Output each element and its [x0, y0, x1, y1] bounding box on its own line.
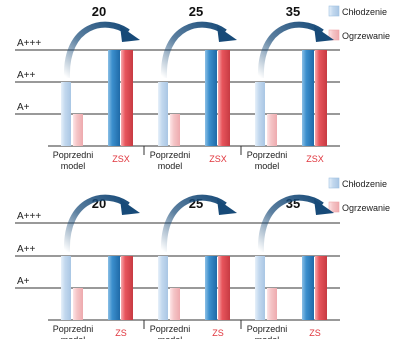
- arrow-head: [314, 26, 334, 42]
- bar-new-cooling: [205, 256, 217, 320]
- arrow-shaft: [63, 21, 130, 79]
- y-tick-label: A+: [17, 276, 30, 287]
- bar-prev-cooling: [61, 256, 71, 320]
- bar-prev-heating: [170, 288, 180, 320]
- legend-swatch: [328, 5, 340, 17]
- improvement-arrow: [63, 21, 140, 79]
- arrow-shaft: [257, 194, 324, 253]
- group-label: 20: [92, 4, 106, 19]
- bar-new-cooling: [108, 50, 120, 146]
- bar-new-heating: [218, 50, 230, 146]
- bar-prev-heating: [73, 288, 83, 320]
- y-tick-label: A+++: [17, 211, 41, 222]
- legend-label: Ogrzewanie: [342, 203, 390, 213]
- bar-prev-cooling: [158, 256, 168, 320]
- arrow-shaft: [63, 194, 130, 253]
- bar-prev-heating: [267, 114, 277, 146]
- category-label-new: ZSX: [306, 154, 324, 164]
- improvement-arrow: [257, 194, 334, 253]
- bar-new-heating: [121, 50, 133, 146]
- arrow-shaft: [160, 194, 227, 253]
- y-tick-label: A++: [17, 70, 36, 81]
- legend-swatch: [328, 201, 340, 213]
- category-label-new: ZSX: [209, 154, 227, 164]
- improvement-arrow: [160, 21, 237, 79]
- bar-prev-cooling: [158, 82, 168, 146]
- bar-new-cooling: [302, 50, 314, 146]
- improvement-arrow: [63, 194, 140, 253]
- arrow-head: [120, 199, 140, 215]
- bar-prev-heating: [73, 114, 83, 146]
- bar-new-cooling: [205, 50, 217, 146]
- arrow-head: [314, 199, 334, 215]
- arrow-head: [217, 26, 237, 42]
- legend-swatch: [328, 177, 340, 189]
- bar-prev-cooling: [255, 256, 265, 320]
- category-label-new: ZS: [115, 328, 127, 338]
- category-label-new: ZSX: [112, 154, 130, 164]
- bar-new-heating: [315, 256, 327, 320]
- bar-prev-heating: [170, 114, 180, 146]
- improvement-arrow: [257, 21, 334, 79]
- category-label-new: ZS: [212, 328, 224, 338]
- bar-new-cooling: [302, 256, 314, 320]
- group-label: 25: [189, 4, 203, 19]
- improvement-arrow: [160, 194, 237, 253]
- bar-prev-cooling: [61, 82, 71, 146]
- group-label: 35: [286, 4, 300, 19]
- y-tick-label: A+++: [17, 38, 41, 49]
- bar-new-heating: [315, 50, 327, 146]
- category-label-new: ZS: [309, 328, 321, 338]
- bar-new-cooling: [108, 256, 120, 320]
- group-20: 20 Poprzedni model ZSX: [53, 4, 140, 171]
- y-tick-label: A+: [17, 102, 30, 113]
- arrow-head: [120, 26, 140, 42]
- legend-label: Ogrzewanie: [342, 31, 390, 41]
- arrow-head: [217, 199, 237, 215]
- group-35: 35 Poprzedni model ZSX: [240, 4, 334, 171]
- bar-new-heating: [218, 256, 230, 320]
- legend-label: Chłodzenie: [342, 7, 387, 17]
- bar-prev-cooling: [255, 82, 265, 146]
- group-25: 25 Poprzedni model ZSX: [143, 4, 237, 171]
- bar-prev-heating: [267, 288, 277, 320]
- legend-label: Chłodzenie: [342, 179, 387, 189]
- arrow-shaft: [160, 21, 227, 79]
- chart-panel-2: A+A++A+++ChłodzenieOgrzewanie20Poprzedni…: [15, 177, 390, 339]
- y-tick-label: A++: [17, 244, 36, 255]
- chart-panel-1: A+ A++ A+++ Chłodzenie Ogrzewanie 20 Poprzedni…: [15, 4, 390, 171]
- bar-new-heating: [121, 256, 133, 320]
- arrow-shaft: [257, 21, 324, 79]
